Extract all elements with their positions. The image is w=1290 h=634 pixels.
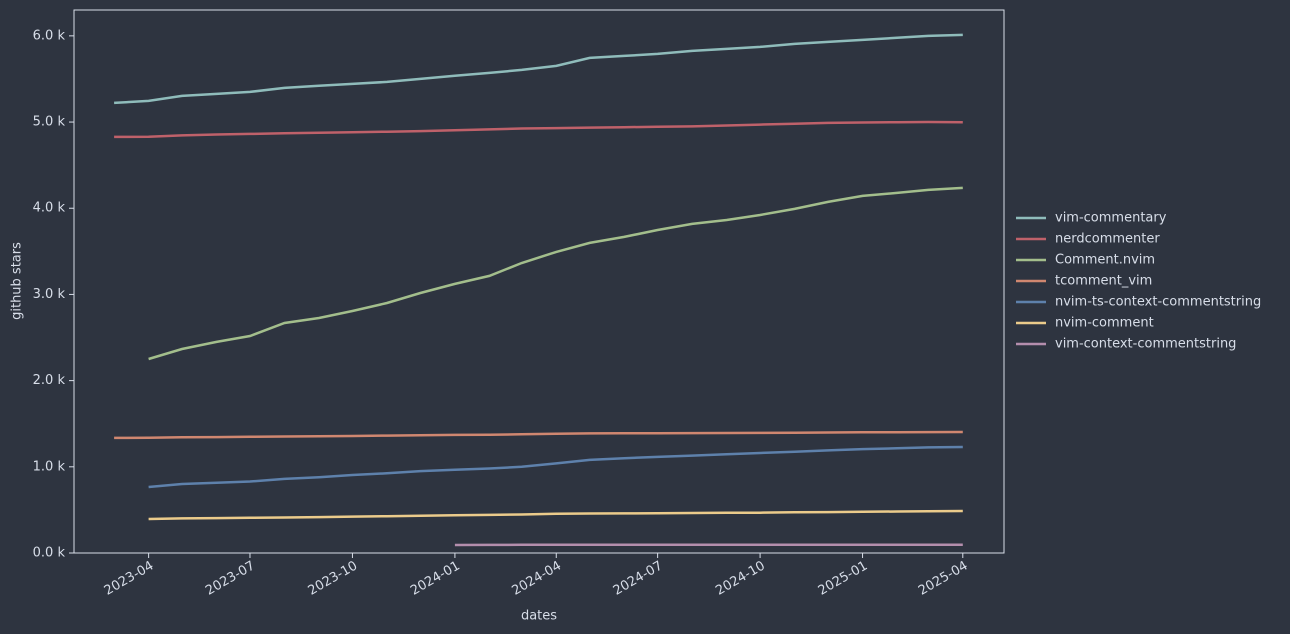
x-tick-label: 2024-07 — [611, 559, 666, 599]
series-line — [114, 33, 963, 105]
legend-label: nerdcommenter — [1055, 232, 1160, 247]
x-tick-label: 2024-10 — [713, 559, 768, 599]
series-line — [148, 509, 963, 521]
series-line — [114, 120, 963, 139]
x-tick-label: 2023-10 — [306, 559, 361, 599]
y-tick-label: 6.0 k — [33, 28, 66, 43]
x-tick-label: 2023-07 — [203, 559, 258, 599]
plot-frame — [73, 9, 1005, 554]
x-tick-label: 2025-04 — [916, 559, 971, 599]
x-tick-label: 2024-01 — [408, 559, 463, 599]
y-axis-label: github stars — [10, 242, 25, 320]
x-tick-label: 2023-04 — [102, 559, 157, 599]
legend-label: tcomment_vim — [1055, 274, 1152, 289]
series-line — [148, 445, 963, 489]
x-axis-label: dates — [521, 609, 557, 624]
legend-label: vim-context-commentstring — [1055, 337, 1236, 352]
y-tick-label: 0.0 k — [33, 546, 66, 561]
y-tick-label: 4.0 k — [33, 201, 66, 216]
x-tick-label: 2025-01 — [816, 559, 871, 599]
legend-label: nvim-comment — [1055, 316, 1154, 331]
y-tick-label: 2.0 k — [33, 373, 66, 388]
legend-label: vim-commentary — [1055, 211, 1167, 226]
x-tick-label: 2024-04 — [509, 559, 564, 599]
y-tick-label: 3.0 k — [33, 287, 66, 302]
y-tick-label: 5.0 k — [33, 115, 66, 130]
legend-label: nvim-ts-context-commentstring — [1055, 295, 1261, 310]
series-line — [114, 430, 963, 440]
legend-label: Comment.nvim — [1055, 253, 1155, 268]
series-line — [148, 186, 963, 361]
y-tick-label: 1.0 k — [33, 459, 66, 474]
